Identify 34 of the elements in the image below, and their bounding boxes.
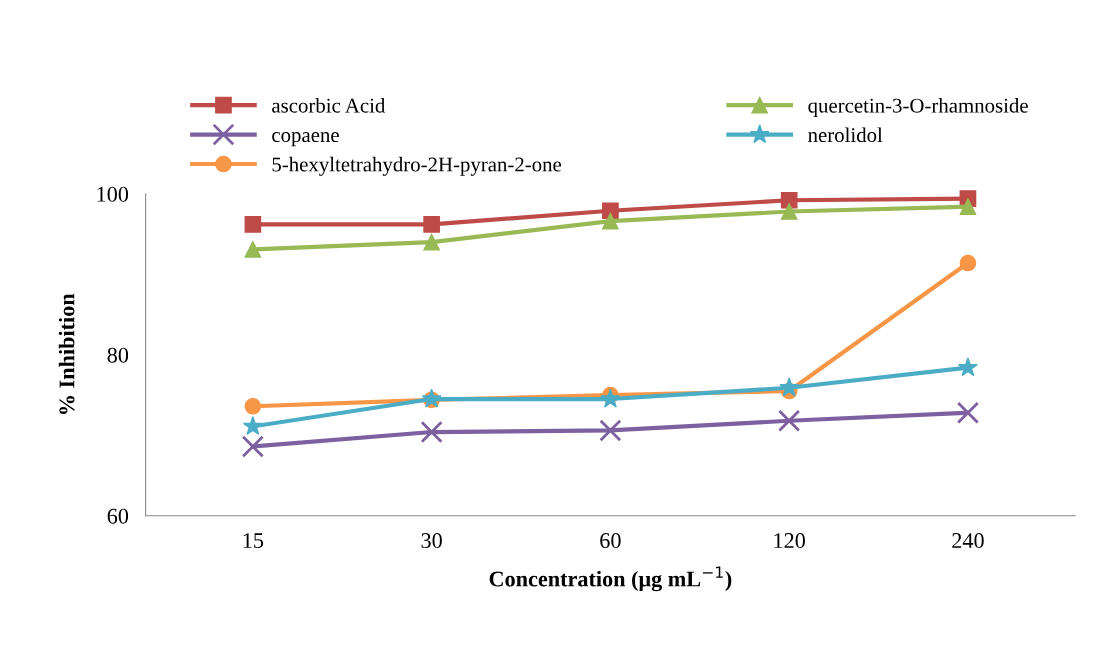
y-tick-label: 80 xyxy=(107,347,129,363)
point xyxy=(956,401,980,424)
point xyxy=(242,415,263,435)
legend-label: copaene xyxy=(272,132,339,147)
legend-label: 5-hexyltetrahydro-2H-pyran-2-one xyxy=(272,156,562,176)
x-tick-label: 30 xyxy=(421,533,442,549)
point xyxy=(423,233,440,251)
point xyxy=(602,202,619,220)
x-axis-title: Concentration (μg mL$^{−1}$) xyxy=(489,566,732,592)
legend-label: ascorbic Acid xyxy=(272,98,386,113)
y-tick-label: 100 xyxy=(97,186,129,202)
legend-label: quercetin-3-O-rhamnoside xyxy=(808,98,1028,117)
point xyxy=(602,212,619,230)
point xyxy=(959,254,977,272)
point xyxy=(241,435,264,458)
point xyxy=(779,377,800,397)
point xyxy=(780,191,798,209)
x-tick-label: 60 xyxy=(600,533,621,549)
y-tick-label: 60 xyxy=(107,508,129,524)
point xyxy=(244,216,262,233)
point xyxy=(778,409,801,432)
point xyxy=(244,397,262,415)
x-tick-label: 240 xyxy=(952,533,984,549)
y-axis-title: % Inhibition xyxy=(58,293,75,414)
point xyxy=(780,203,798,220)
point xyxy=(423,216,440,233)
point xyxy=(599,419,622,442)
x-tick-label: 15 xyxy=(243,533,264,549)
point xyxy=(957,357,978,377)
point xyxy=(420,420,443,444)
legend-label: nerolidol xyxy=(808,127,883,143)
point xyxy=(244,241,262,258)
point xyxy=(959,198,977,216)
x-tick-label: 120 xyxy=(774,533,805,549)
